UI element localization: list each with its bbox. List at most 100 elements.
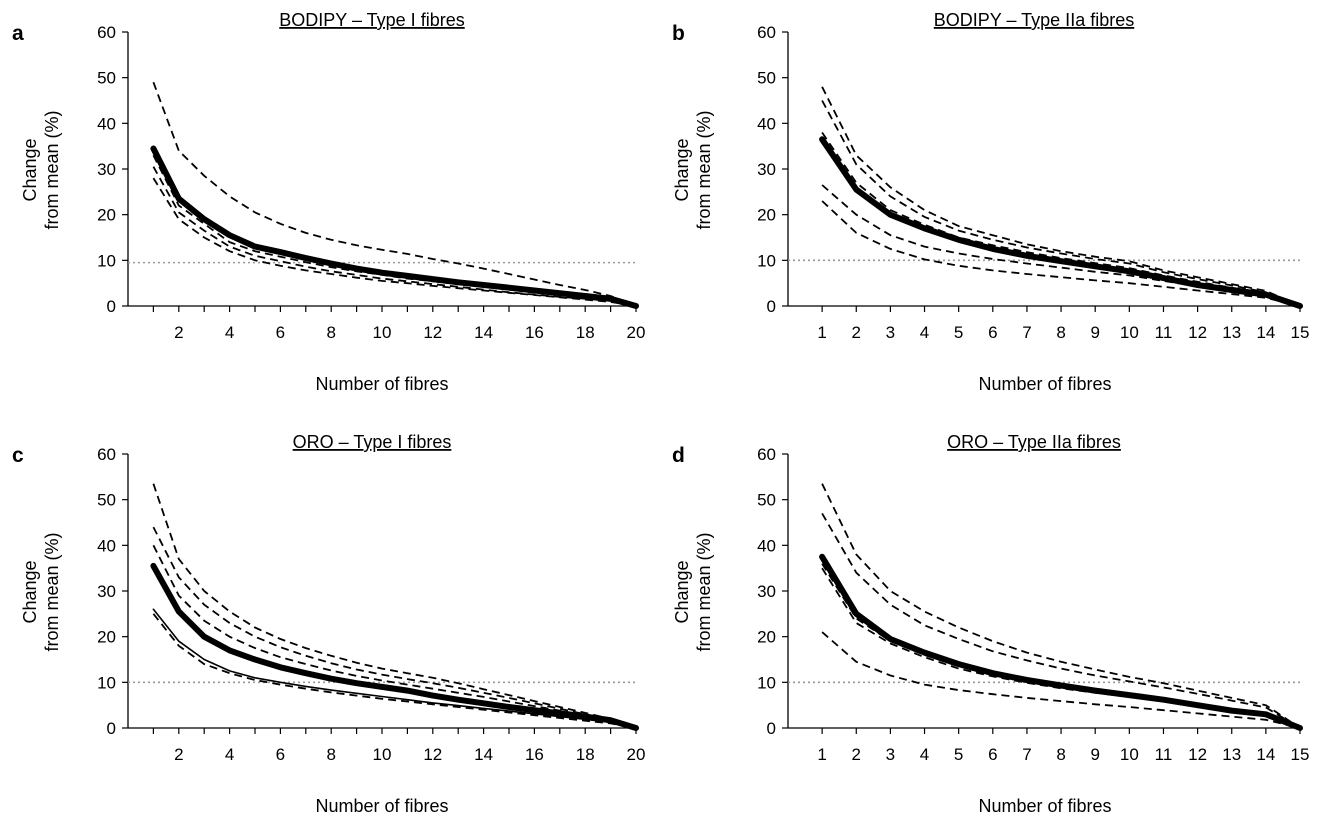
x-tick-label: 8 [326,745,335,764]
panel-letter: d [672,444,685,467]
series-line-5 [152,177,637,307]
y-tick-label: 30 [757,582,776,601]
x-tick-label: 2 [852,745,861,764]
x-tick-label: 4 [920,323,929,342]
y-tick-label: 40 [97,114,116,133]
y-axis-label: Change from mean (%) [20,110,62,229]
x-tick-label: 3 [886,323,895,342]
series-line-2 [821,86,1301,307]
x-tick-label: 6 [276,323,285,342]
x-tick-label: 18 [576,323,595,342]
x-tick-label: 10 [1120,323,1139,342]
series-line-6 [821,200,1301,307]
y-tick-label: 50 [757,69,776,88]
y-tick-label: 50 [97,491,116,510]
y-axis-label-line: Change [20,138,40,201]
x-tick-label: 10 [373,323,392,342]
series-line-2 [152,483,637,729]
y-tick-label: 60 [757,445,776,464]
y-axis-label-line: from mean (%) [42,110,62,229]
y-axis-label-line: from mean (%) [694,110,714,229]
x-tick-label: 13 [1222,745,1241,764]
series-line-1 [150,145,639,309]
series-line-6 [821,631,1301,729]
panel-letter: b [672,22,685,45]
x-tick-label: 14 [1256,323,1275,342]
x-tick-label: 12 [423,323,442,342]
y-tick-label: 50 [757,491,776,510]
chart-panel-a: a BODIPY – Type I fibres 0 10 20 30 40 50 60 2 4 6 8… [12,10,645,394]
y-tick-label: 10 [757,673,776,692]
chart-title: BODIPY – Type IIa fibres [934,10,1134,30]
chart-panel-c: c ORO – Type I fibres 0 10 20 30 40 50 60 2 4 6 8 10 1… [12,432,645,816]
y-tick-label: 50 [97,69,116,88]
y-tick-label: 60 [97,445,116,464]
series-line-6 [152,613,637,729]
y-axis-label-line: from mean (%) [694,532,714,651]
x-tick-label: 14 [474,323,493,342]
x-tick-label: 13 [1222,323,1241,342]
x-axis-label: Number of fibres [978,796,1111,816]
y-axis-label: Change from mean (%) [672,532,714,651]
x-tick-label: 6 [276,745,285,764]
x-tick-label: 9 [1090,323,1099,342]
x-tick-label: 15 [1291,323,1310,342]
y-axis-label: Change from mean (%) [20,532,62,651]
series-line-2 [821,483,1301,729]
x-tick-label: 18 [576,745,595,764]
y-tick-label: 40 [97,536,116,555]
y-tick-label: 0 [767,719,776,738]
x-axis-label: Number of fibres [978,374,1111,394]
x-tick-label: 14 [474,745,493,764]
series-line-5 [152,608,637,729]
series-line-4 [152,166,637,307]
x-tick-label: 8 [1056,745,1065,764]
x-tick-label: 5 [954,745,963,764]
x-tick-label: 12 [1188,323,1207,342]
y-tick-label: 30 [97,160,116,179]
chart-title: BODIPY – Type I fibres [279,10,464,30]
chart-title: ORO – Type IIa fibres [947,432,1121,452]
y-tick-label: 30 [757,160,776,179]
series-line-1 [819,553,1303,731]
y-axis-label-line: Change [20,560,40,623]
y-tick-label: 0 [107,719,116,738]
x-tick-label: 4 [225,745,234,764]
y-tick-label: 20 [97,628,116,647]
x-axis-label: Number of fibres [315,374,448,394]
x-tick-label: 10 [1120,745,1139,764]
x-tick-label: 10 [373,745,392,764]
series-line-1 [150,562,639,731]
x-tick-label: 6 [988,745,997,764]
series-line-3 [821,100,1301,307]
y-tick-label: 20 [757,628,776,647]
series-line-1 [819,136,1303,309]
x-tick-label: 2 [174,745,183,764]
x-tick-label: 2 [174,323,183,342]
y-tick-label: 60 [757,23,776,42]
x-tick-label: 3 [886,745,895,764]
series-line-3 [152,526,637,729]
x-tick-label: 16 [525,745,544,764]
x-tick-label: 15 [1291,745,1310,764]
y-axis-label-line: from mean (%) [42,532,62,651]
y-tick-label: 0 [767,297,776,316]
x-tick-label: 1 [817,323,826,342]
x-tick-label: 4 [920,745,929,764]
series-line-2 [152,81,637,307]
y-axis-label-line: Change [672,560,692,623]
y-tick-label: 30 [97,582,116,601]
x-tick-label: 7 [1022,323,1031,342]
y-axis-label: Change from mean (%) [672,110,714,229]
x-axis-label: Number of fibres [315,796,448,816]
y-tick-label: 60 [97,23,116,42]
x-tick-label: 20 [627,323,646,342]
x-tick-label: 6 [988,323,997,342]
x-tick-label: 2 [852,323,861,342]
panel-letter: c [12,444,24,467]
x-tick-label: 8 [326,323,335,342]
chart-title: ORO – Type I fibres [293,432,452,452]
